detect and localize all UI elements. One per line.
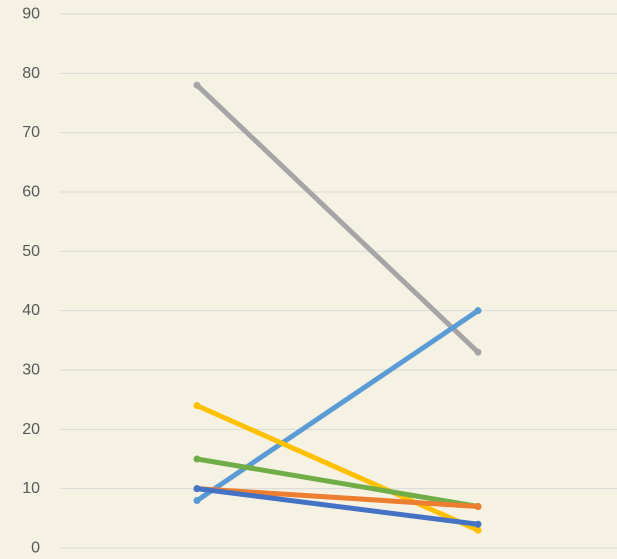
y-tick-label: 10 <box>22 480 40 497</box>
data-point-1-1 <box>193 81 201 89</box>
series-line-4 <box>194 456 481 509</box>
gridlines <box>60 13 617 549</box>
series-line-2 <box>194 308 481 504</box>
data-point-6-1 <box>193 485 201 493</box>
y-tick-label: 90 <box>22 6 40 23</box>
data-point-2-2 <box>474 307 482 315</box>
series-line-3 <box>194 403 481 533</box>
y-tick-label: 30 <box>22 362 40 379</box>
y-tick-label: 0 <box>31 540 40 557</box>
data-point-6-2 <box>474 520 482 528</box>
data-point-5-2 <box>474 502 482 510</box>
y-tick-label: 50 <box>22 243 40 260</box>
data-point-3-1 <box>193 402 201 410</box>
series-line-5 <box>194 486 481 509</box>
data-point-1-2 <box>474 348 482 356</box>
y-axis-tick-labels: 0 10 20 30 40 50 60 70 80 90 <box>22 6 40 557</box>
data-point-2-1 <box>193 497 201 505</box>
series-lines <box>193 81 482 534</box>
y-tick-label: 20 <box>22 421 40 438</box>
y-tick-label: 70 <box>22 124 40 141</box>
series-line-1 <box>194 82 481 355</box>
data-point-3-2 <box>474 526 482 534</box>
y-tick-label: 40 <box>22 302 40 319</box>
y-tick-label: 80 <box>22 65 40 82</box>
y-tick-label: 60 <box>22 184 40 201</box>
data-point-4-1 <box>193 455 201 463</box>
series-line-6 <box>194 486 481 527</box>
